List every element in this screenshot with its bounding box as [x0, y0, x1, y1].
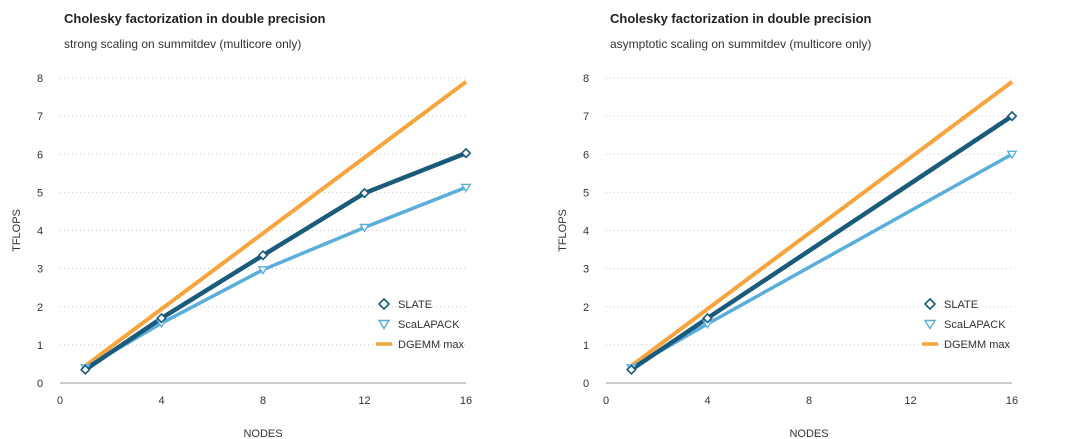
legend-label: DGEMM max	[944, 339, 1011, 351]
data-point-slate	[156, 312, 167, 324]
x-tick-label: 12	[358, 395, 370, 407]
x-tick-label: 12	[904, 395, 916, 407]
data-point-scalapack	[460, 183, 472, 193]
legend-label: DGEMM max	[398, 339, 465, 351]
y-tick-label: 8	[37, 73, 43, 85]
data-point-slate	[460, 147, 472, 159]
x-axis-title: NODES	[243, 428, 282, 439]
y-tick-label: 4	[583, 226, 589, 238]
data-point-slate	[626, 364, 637, 375]
data-point-scalapack	[1006, 150, 1018, 160]
chart-title: Cholesky factorization in double precisi…	[64, 11, 326, 26]
y-tick-label: 7	[583, 111, 589, 123]
y-tick-label: 5	[583, 187, 589, 199]
x-tick-label: 8	[260, 395, 266, 407]
data-point-slate	[257, 249, 269, 261]
legend-marker-scalapack	[377, 319, 391, 330]
data-point-slate	[702, 312, 713, 324]
data-point-scalapack	[257, 266, 269, 275]
y-tick-label: 3	[583, 264, 589, 276]
y-tick-label: 2	[37, 302, 43, 314]
y-tick-label: 2	[583, 302, 589, 314]
x-tick-label: 0	[603, 395, 609, 407]
y-tick-label: 0	[583, 378, 589, 390]
y-axis-title: TFLOPS	[11, 209, 23, 252]
legend-label: ScaLAPACK	[944, 319, 1006, 331]
chart-panel-asymptotic-scaling: Cholesky factorization in double precisi…	[546, 0, 1076, 439]
data-point-slate	[359, 187, 370, 199]
legend-label: SLATE	[944, 299, 978, 311]
series-line-dgemm-max	[630, 80, 1014, 368]
legend-label: SLATE	[398, 299, 432, 311]
y-tick-label: 4	[37, 226, 43, 238]
chart-subtitle: asymptotic scaling on summitdev (multico…	[610, 37, 872, 51]
y-axis-title: TFLOPS	[557, 209, 569, 252]
y-tick-label: 5	[37, 187, 43, 199]
legend-marker-slate	[377, 297, 391, 311]
x-axis-title: NODES	[789, 428, 828, 439]
series-line-slate	[84, 151, 467, 372]
data-point-slate	[1006, 110, 1018, 122]
series-line-dgemm-max	[84, 80, 468, 368]
x-tick-label: 16	[460, 395, 472, 407]
data-point-slate	[80, 364, 91, 375]
legend-marker-slate	[923, 297, 937, 311]
y-tick-label: 0	[37, 378, 43, 390]
legend-marker-scalapack	[923, 319, 937, 330]
y-tick-label: 7	[37, 111, 43, 123]
y-tick-label: 6	[37, 149, 43, 161]
y-tick-label: 8	[583, 73, 589, 85]
chart-panel-strong-scaling: Cholesky factorization in double precisi…	[0, 0, 530, 439]
y-tick-label: 1	[583, 340, 589, 352]
x-tick-label: 16	[1006, 395, 1018, 407]
x-tick-label: 8	[806, 395, 812, 407]
x-tick-label: 0	[57, 395, 63, 407]
data-point-scalapack	[359, 223, 370, 233]
x-tick-label: 4	[158, 395, 164, 407]
legend-label: ScaLAPACK	[398, 319, 460, 331]
x-tick-label: 4	[704, 395, 710, 407]
series-line-scalapack	[630, 152, 1013, 370]
y-tick-label: 3	[37, 264, 43, 276]
chart-subtitle: strong scaling on summitdev (multicore o…	[64, 37, 302, 51]
y-tick-label: 1	[37, 340, 43, 352]
y-tick-label: 6	[583, 149, 589, 161]
series-line-slate	[630, 114, 1014, 372]
chart-title: Cholesky factorization in double precisi…	[610, 11, 872, 26]
